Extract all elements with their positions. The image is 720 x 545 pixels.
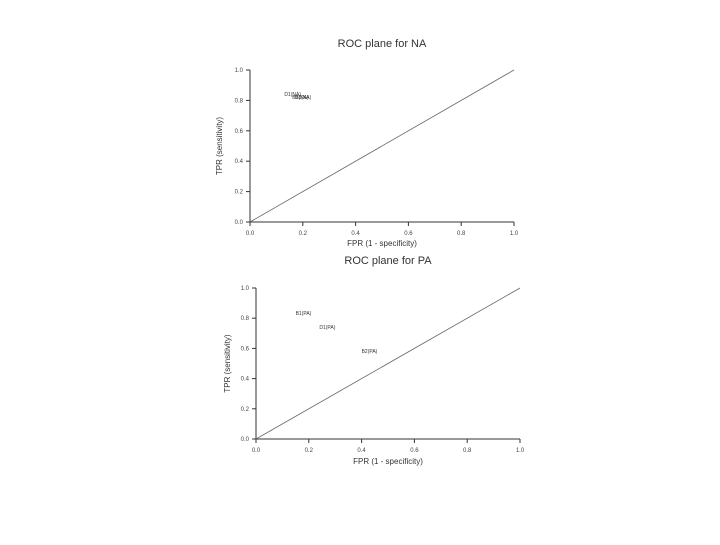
chart-title: ROC plane for NA bbox=[338, 38, 427, 50]
x-axis-label: FPR (1 - specificity) bbox=[353, 457, 423, 466]
y-tick-label: 0.6 bbox=[235, 129, 244, 135]
y-tick-label: 0.4 bbox=[241, 377, 250, 383]
diagonal-reference-line bbox=[255, 287, 521, 440]
diagonal-reference-line bbox=[249, 69, 515, 223]
x-tick-label: 0.6 bbox=[410, 448, 419, 454]
x-tick-label: 0.2 bbox=[305, 448, 314, 454]
x-tick-label: 0.2 bbox=[299, 231, 308, 237]
data-point-label: D1(NA) bbox=[284, 92, 301, 98]
y-tick-label: 0.8 bbox=[235, 98, 244, 104]
y-tick-label: 0.8 bbox=[241, 316, 250, 322]
y-axis-label: TPR (sensitivity) bbox=[215, 117, 224, 176]
chart-title: ROC plane for PA bbox=[344, 255, 432, 267]
y-tick-label: 1.0 bbox=[241, 286, 250, 292]
x-tick-label: 0.0 bbox=[246, 231, 255, 237]
x-axis-label: FPR (1 - specificity) bbox=[347, 239, 417, 248]
x-tick-label: 1.0 bbox=[516, 448, 525, 454]
x-tick-label: 0.0 bbox=[252, 448, 261, 454]
y-tick-label: 0.2 bbox=[235, 190, 244, 196]
y-tick-label: 1.0 bbox=[235, 68, 244, 74]
data-point-label: B2(PA) bbox=[362, 349, 378, 355]
x-tick-label: 0.4 bbox=[357, 448, 366, 454]
y-axis-label: TPR (sensitivity) bbox=[223, 334, 232, 393]
data-point-label: B1(PA) bbox=[296, 311, 312, 317]
data-point-label: D1(PA) bbox=[319, 325, 335, 331]
x-tick-label: 0.8 bbox=[463, 448, 472, 454]
data-point-label: B2(NA) bbox=[292, 95, 309, 101]
y-tick-label: 0.4 bbox=[235, 159, 244, 165]
x-tick-label: 0.8 bbox=[457, 231, 466, 237]
x-tick-label: 0.4 bbox=[351, 231, 360, 237]
x-tick-label: 0.6 bbox=[404, 231, 413, 237]
y-tick-label: 0.2 bbox=[241, 407, 250, 413]
y-tick-label: 0.0 bbox=[241, 437, 250, 443]
y-tick-label: 0.6 bbox=[241, 346, 250, 352]
x-tick-label: 1.0 bbox=[510, 231, 519, 237]
chart-2: ROC plane for PA 0.0 0.2 0.4 0.6 0.8 1.0 0.0 0.2… bbox=[223, 255, 525, 466]
y-tick-label: 0.0 bbox=[235, 220, 244, 226]
data-point-label: B1(NA) bbox=[295, 95, 312, 101]
chart-1: ROC plane for NA 0.0 0.2 0.4 0.6 0.8 1.0 0.0 0.2… bbox=[215, 38, 519, 248]
